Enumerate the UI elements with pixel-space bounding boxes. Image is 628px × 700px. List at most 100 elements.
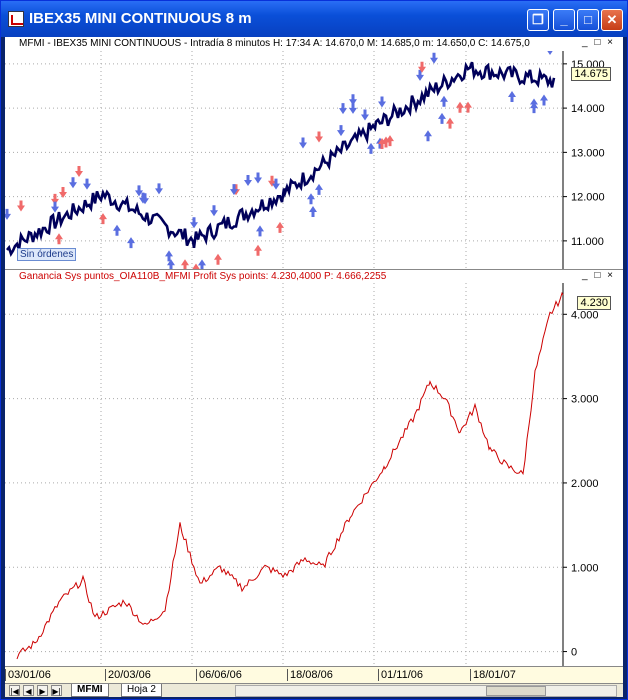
x-label: 20/03/06 [105,669,151,681]
maximize-button[interactable]: □ [577,9,599,31]
sell-signal-arrow-icon [155,183,163,195]
buy-signal-arrow-icon [315,183,323,195]
tab-hoja-2[interactable]: Hoja 2 [121,684,162,697]
sell-signal-arrow-icon [190,217,198,229]
x-label: 18/08/06 [287,669,333,681]
y-tick-label: 13.000 [571,147,605,159]
buy-signal-arrow-icon [508,91,516,103]
tab-mfmi[interactable]: MFMI [71,684,109,697]
x-label: 01/11/06 [378,669,423,681]
title-bar[interactable]: IBEX35 MINI CONTINUOUS 8 m ❐ _ □ ✕ [1,1,627,37]
sell-signal-arrow-icon [17,200,25,212]
sell-signal-arrow-icon [139,192,147,204]
sell-signal-arrow-icon [361,109,369,121]
buy-signal-arrow-icon [438,112,446,124]
sell-signal-arrow-icon [299,137,307,149]
restore-button[interactable]: ❐ [527,9,549,31]
x-label: 18/01/07 [470,669,516,681]
buy-signal-arrow-icon [309,206,317,218]
buy-signal-arrow-icon [386,135,394,147]
sheet-tab-bar: |◀ ◀ ▶ ▶| MFMI Hoja 2 [5,683,623,697]
prev-sheet-button[interactable]: ◀ [23,685,34,696]
sell-signal-arrow-icon [141,193,149,205]
chart-area: MFMI - IBEX35 MINI CONTINUOUS - Intradía… [5,37,623,697]
buy-signal-arrow-icon [530,98,538,110]
y-tick-label: 2.000 [571,478,599,490]
buy-signal-arrow-icon [378,137,386,149]
profit-chart[interactable]: 4.000 3.000 2.000 1.000 0 [5,283,623,666]
profit-last-tag: 4.230 [577,296,611,310]
sell-signal-arrow-icon [75,166,83,178]
horizontal-scrollbar[interactable] [235,685,617,697]
y-tick-label: 14.000 [571,103,605,115]
next-sheet-button[interactable]: ▶ [37,685,48,696]
buy-signal-arrow-icon [167,259,175,269]
sell-signal-arrow-icon [339,103,347,115]
sell-signal-arrow-icon [272,178,280,190]
y-tick-label: 1.000 [571,562,599,574]
sell-signal-arrow-icon [244,174,252,186]
buy-signal-arrow-icon [256,225,264,237]
buy-signal-arrow-icon [540,94,548,106]
sell-signal-arrow-icon [51,201,59,213]
sell-signal-arrow-icon [135,185,143,197]
sell-signal-arrow-icon [349,94,357,106]
chart-app-icon [8,11,24,27]
buy-signal-arrow-icon [127,237,135,249]
buy-signal-arrow-icon [113,224,121,236]
x-axis: 03/01/06 20/03/06 06/06/06 18/08/06 01/1… [5,666,623,683]
sell-signal-arrow-icon [418,61,426,73]
scrollbar-thumb[interactable] [486,686,546,696]
profit-series-line [16,291,564,660]
sell-signal-arrow-icon [59,186,67,198]
buy-signal-arrow-icon [440,95,448,107]
sell-signal-arrow-icon [83,178,91,190]
buy-signal-arrow-icon [307,193,315,205]
buy-signal-arrow-icon [446,117,454,129]
x-label: 03/01/06 [5,669,51,681]
price-pane-header: MFMI - IBEX35 MINI CONTINUOUS - Intradía… [5,37,623,51]
buy-signal-arrow-icon [382,136,390,148]
sell-signal-arrow-icon [430,52,438,64]
sell-signal-arrow-icon [268,175,276,187]
sell-signal-arrow-icon [51,193,59,205]
price-series-line [6,61,556,258]
price-pane-controls[interactable]: _ □ × [582,37,615,48]
buy-signal-arrow-icon [367,142,375,154]
sell-signal-arrow-icon [210,205,218,217]
buy-signal-arrow-icon [192,263,200,269]
first-sheet-button[interactable]: |◀ [9,685,20,696]
sell-signal-arrow-icon [337,125,345,137]
y-tick-label: 12.000 [571,192,605,204]
minimize-button[interactable]: _ [553,9,575,31]
sell-signal-arrow-icon [315,131,323,143]
sell-signal-arrow-icon [378,96,386,108]
sell-signal-arrow-icon [5,208,11,220]
sell-signal-arrow-icon [254,172,262,184]
buy-signal-arrow-icon [55,233,63,245]
sell-signal-arrow-icon [349,102,357,114]
y-tick-label: 0 [571,647,577,659]
sell-signal-arrow-icon [69,177,77,189]
last-sheet-button[interactable]: ▶| [51,685,62,696]
buy-signal-arrow-icon [464,101,472,113]
sell-signal-arrow-icon [547,51,553,56]
sin-ordenes-label: Sin órdenes [17,248,77,261]
y-tick-label: 11.000 [571,236,604,248]
window-title: IBEX35 MINI CONTINUOUS 8 m [29,10,252,27]
x-label: 06/06/06 [196,669,242,681]
y-tick-label: 4.000 [571,309,599,321]
buy-signal-arrow-icon [181,259,189,269]
profit-pane-title: Ganancia Sys puntos_OIA110B_MFMI Profit … [19,271,387,282]
buy-signal-arrow-icon [214,253,222,265]
profit-pane-controls[interactable]: _ □ × [582,270,615,281]
sell-signal-arrow-icon [416,69,424,81]
profit-pane-header: Ganancia Sys puntos_OIA110B_MFMI Profit … [5,269,623,283]
buy-signal-arrow-icon [254,244,262,256]
price-last-tag: 14.675 [571,67,611,81]
sell-signal-arrow-icon [230,184,238,196]
close-button[interactable]: ✕ [601,9,623,31]
buy-signal-arrow-icon [165,250,173,262]
